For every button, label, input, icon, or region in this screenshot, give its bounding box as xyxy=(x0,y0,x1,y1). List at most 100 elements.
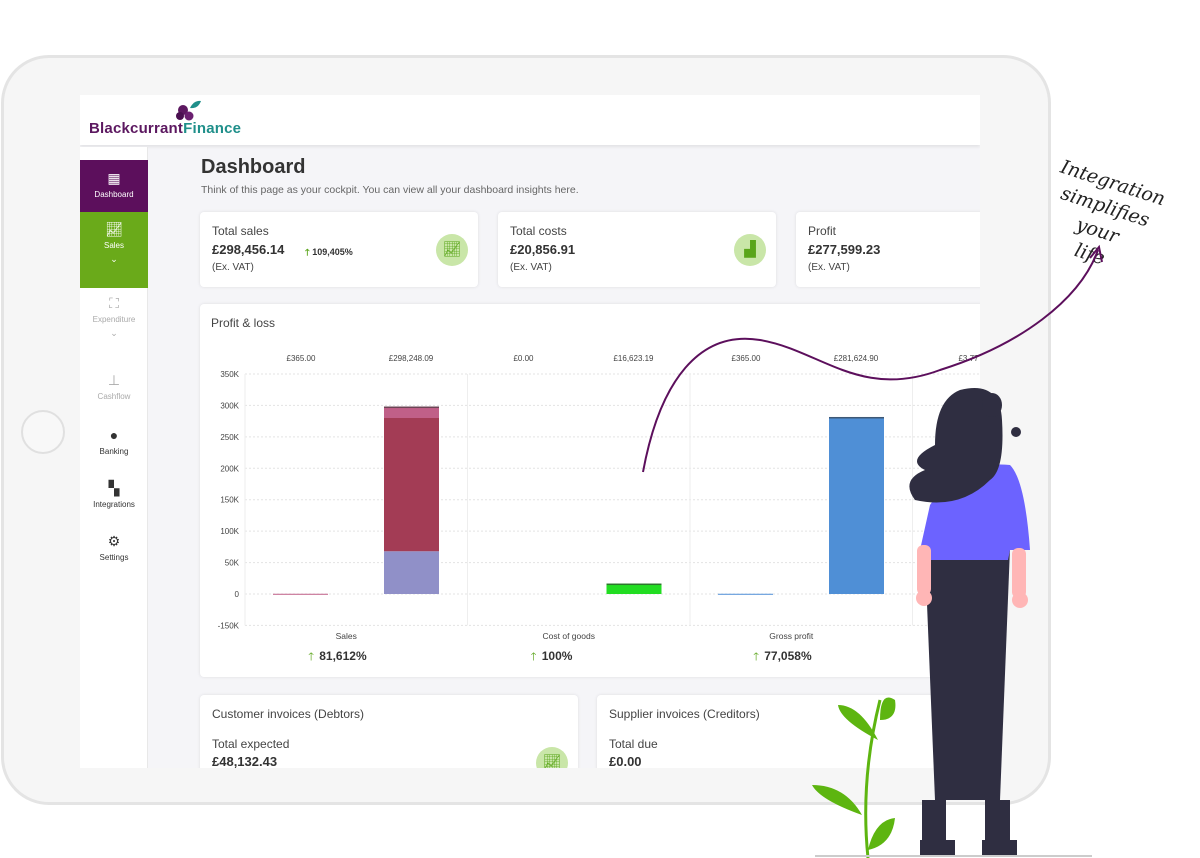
y-tick-label: 50K xyxy=(225,559,240,568)
kpi-card-total-sales: Total sales £298,456.14 🡑 109,405% (Ex. … xyxy=(200,212,478,287)
globe-icon: ● xyxy=(109,427,119,443)
app-screen: BlackcurrantFinance ▦ Dashboard 📈︎ Sales ⌄ … xyxy=(80,95,980,768)
chevron-down-icon: ⌄ xyxy=(110,328,118,338)
bar-segment xyxy=(273,593,328,595)
card-title: Profit & loss xyxy=(211,316,276,330)
bar-segment xyxy=(384,418,439,552)
y-tick-label: -150K xyxy=(218,621,240,630)
y-tick-label: 250K xyxy=(220,433,239,442)
logo[interactable]: BlackcurrantFinance xyxy=(89,120,241,137)
y-tick-label: 350K xyxy=(220,370,239,379)
sidebar-item-cashflow[interactable]: ⊥ Cashflow xyxy=(80,372,148,401)
curved-arrow xyxy=(642,249,1099,473)
bar-top-line xyxy=(384,406,439,409)
bar-top-line xyxy=(606,583,662,586)
sidebar-item-label: Sales xyxy=(103,241,124,250)
page-title: Dashboard xyxy=(201,156,306,178)
kpi-label: Profit xyxy=(808,224,837,238)
y-tick-label: 300K xyxy=(220,401,239,410)
y-tick-label: 100K xyxy=(220,527,239,536)
category-change: 100% xyxy=(542,649,573,663)
sidebar-item-settings[interactable]: ⚙ Settings xyxy=(80,533,148,562)
sidebar-item-integrations[interactable]: ▚ Integrations xyxy=(80,480,148,509)
category-change: 81,612% xyxy=(319,649,367,663)
grid-icon: ▦ xyxy=(107,170,121,186)
bar-segment xyxy=(384,406,439,418)
plant-illustration xyxy=(812,697,896,858)
total-due-label: Total due xyxy=(609,737,658,751)
total-due-value: £0.00 xyxy=(609,754,642,768)
bar-segment xyxy=(384,551,439,594)
sidebar-item-label: Cashflow xyxy=(97,392,131,401)
bar-segment xyxy=(606,583,662,594)
y-tick-label: 150K xyxy=(220,496,239,505)
sidebar-item-label: Dashboard xyxy=(94,190,134,199)
sidebar-item-banking[interactable]: ● Banking xyxy=(80,427,148,456)
arrow-up-icon: 🡑 xyxy=(308,651,314,663)
arrow-up-icon: 🡑 xyxy=(305,247,310,257)
line-chart-icon: 📈︎ xyxy=(105,221,123,237)
category-label: Gross profit xyxy=(769,631,814,641)
sidebar-item-sales[interactable]: 📈︎ Sales ⌄ xyxy=(80,212,148,288)
arrow-head-icon xyxy=(1089,244,1103,263)
kpi-note: (Ex. VAT) xyxy=(808,262,850,273)
line-chart-icon: 📈︎ xyxy=(436,234,468,266)
profit-loss-chart: 350K 300K 250K 200K 150K 100K 50K 0 -150K £365.00… xyxy=(218,354,980,663)
debtors-card: Customer invoices (Debtors) Total expect… xyxy=(200,695,578,768)
card-title: Customer invoices (Debtors) xyxy=(212,707,365,721)
sidebar-item-label: Banking xyxy=(99,447,129,456)
kpi-note: (Ex. VAT) xyxy=(510,262,552,273)
sidebar: ▦ Dashboard 📈︎ Sales ⌄ ⛶ Expenditure ⌄ ⊥ Cashf… xyxy=(80,147,148,768)
page-subtitle: Think of this page as your cockpit. You … xyxy=(201,184,579,196)
kpi-card-total-costs: Total costs £20,856.91 (Ex. VAT) ▟ xyxy=(498,212,776,287)
creditors-card: Supplier invoices (Creditors) Total due … xyxy=(597,695,975,768)
kpi-trend-value: 109,405% xyxy=(312,247,353,257)
logo-part1: Blackcurrant xyxy=(89,120,184,137)
category-change: 77,058% xyxy=(764,649,812,663)
total-expected-label: Total expected xyxy=(212,737,290,751)
bar-segment xyxy=(718,593,773,595)
y-tick-label: 200K xyxy=(220,464,239,473)
kpi-value: £20,856.91 xyxy=(510,242,576,257)
home-button xyxy=(21,410,65,454)
woman-illustration xyxy=(909,388,1030,855)
category-label: Cost of goods xyxy=(543,631,595,641)
kpi-label: Total sales xyxy=(212,224,269,238)
bar-value-label: £365.00 xyxy=(287,354,316,363)
bar-chart-icon: ▟ xyxy=(734,234,766,266)
sidebar-item-expenditure[interactable]: ⛶ Expenditure ⌄ xyxy=(80,295,148,339)
sidebar-item-dashboard[interactable]: ▦ Dashboard xyxy=(80,160,148,212)
kpi-note: (Ex. VAT) xyxy=(212,262,254,273)
chevron-down-icon: ⌄ xyxy=(110,254,118,264)
kpi-card-profit: Profit £277,599.23 (Ex. VAT) xyxy=(796,212,980,287)
gears-icon: ⚙ xyxy=(107,533,121,549)
kpi-label: Total costs xyxy=(510,224,567,238)
sidebar-item-label: Settings xyxy=(99,553,129,562)
kpi-value: £298,456.14 xyxy=(212,242,285,257)
integrations-icon: ▚ xyxy=(108,480,120,496)
sidebar-item-label: Expenditure xyxy=(92,315,136,324)
bar-value-label: £3.77 xyxy=(958,354,979,363)
card-title: Supplier invoices (Creditors) xyxy=(609,707,760,721)
arrow-up-icon: 🡑 xyxy=(531,651,537,663)
y-tick-label: 0 xyxy=(235,590,240,599)
expenditure-icon: ⛶ xyxy=(109,295,119,311)
arrow-up-icon: 🡑 xyxy=(753,651,759,663)
sidebar-item-label: Integrations xyxy=(93,500,135,509)
bar-value-label: £0.00 xyxy=(513,354,534,363)
line-chart-icon: 📈︎ xyxy=(536,747,568,768)
bar-segment xyxy=(829,416,884,594)
bar-value-label: £365.00 xyxy=(732,354,761,363)
bar-value-label: £298,248.09 xyxy=(389,354,434,363)
logo-part2: Finance xyxy=(183,120,242,137)
kpi-value: £277,599.23 xyxy=(808,242,881,257)
bar-value-label: £281,624.90 xyxy=(834,354,879,363)
blackcurrant-logo-icon xyxy=(176,100,201,121)
kpi-trend: 🡑 109,405% xyxy=(305,245,353,261)
total-expected-value: £48,132.43 xyxy=(212,754,278,768)
category-label: Sales xyxy=(336,631,357,641)
header: BlackcurrantFinance xyxy=(80,95,980,145)
axis-icon: ⊥ xyxy=(107,372,121,388)
bar-top-line xyxy=(829,416,884,419)
